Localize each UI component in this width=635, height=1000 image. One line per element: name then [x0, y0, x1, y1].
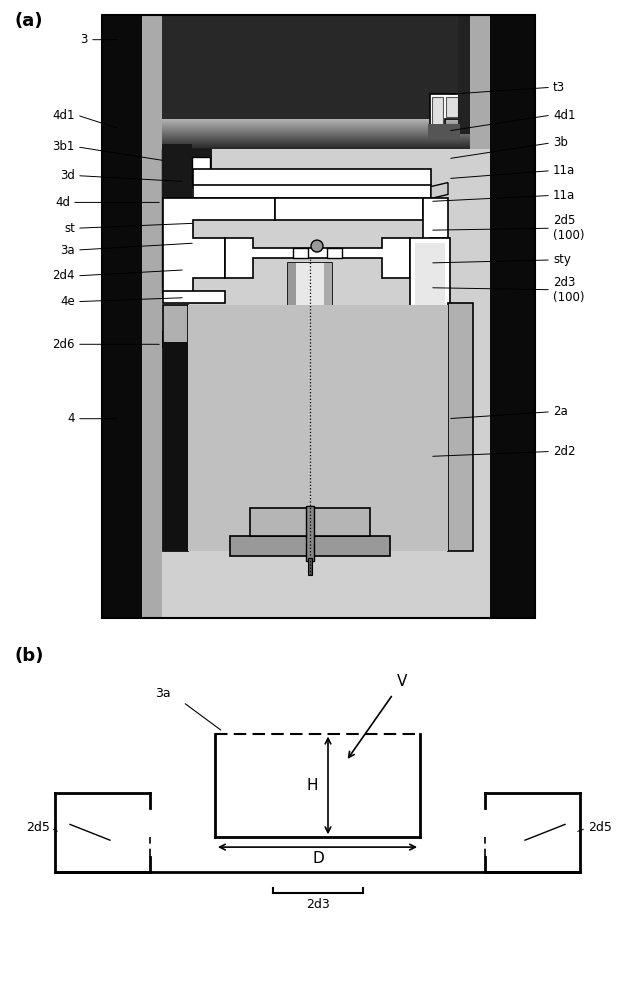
- Bar: [193, 185, 431, 198]
- Bar: [188, 305, 448, 551]
- Text: (a): (a): [14, 12, 43, 30]
- Bar: [162, 144, 192, 293]
- Polygon shape: [163, 198, 275, 298]
- Bar: [192, 159, 210, 171]
- Bar: [102, 15, 535, 119]
- Bar: [292, 263, 328, 407]
- Text: st: st: [64, 222, 75, 235]
- Circle shape: [311, 240, 323, 252]
- Text: V: V: [397, 674, 408, 689]
- Text: 2d2: 2d2: [553, 445, 575, 458]
- Text: 3b1: 3b1: [53, 140, 75, 153]
- Bar: [470, 15, 490, 618]
- Bar: [448, 303, 473, 551]
- Text: sty: sty: [553, 253, 571, 266]
- Text: 4d1: 4d1: [553, 109, 575, 122]
- Bar: [230, 536, 390, 556]
- Text: 2d3
(100): 2d3 (100): [553, 276, 584, 304]
- Text: 3: 3: [81, 33, 88, 46]
- Text: 3b: 3b: [553, 136, 568, 149]
- Text: 4d1: 4d1: [53, 109, 75, 122]
- Bar: [410, 238, 450, 327]
- Text: D: D: [312, 851, 324, 866]
- Bar: [192, 157, 210, 179]
- Text: 3a: 3a: [156, 687, 171, 700]
- Bar: [102, 15, 142, 618]
- Text: 2d5
(100): 2d5 (100): [553, 214, 584, 242]
- Polygon shape: [431, 183, 448, 198]
- Bar: [327, 248, 342, 258]
- Polygon shape: [423, 198, 448, 278]
- Bar: [490, 15, 535, 618]
- Bar: [102, 15, 535, 618]
- Bar: [250, 508, 370, 536]
- Polygon shape: [162, 149, 210, 293]
- Bar: [193, 169, 431, 187]
- Text: 11a: 11a: [553, 189, 575, 202]
- Text: 3d: 3d: [60, 169, 75, 182]
- Bar: [288, 263, 296, 407]
- Bar: [163, 342, 188, 551]
- Bar: [275, 198, 423, 220]
- Bar: [163, 332, 225, 347]
- Bar: [446, 97, 458, 117]
- Text: 2a: 2a: [553, 405, 568, 418]
- Text: 2d5: 2d5: [26, 821, 50, 834]
- Bar: [428, 124, 460, 139]
- Text: t3: t3: [553, 81, 565, 94]
- Bar: [162, 288, 192, 293]
- Text: H: H: [306, 778, 318, 793]
- Text: 3a: 3a: [60, 244, 75, 257]
- Bar: [163, 305, 188, 551]
- Text: 2d5: 2d5: [588, 821, 612, 834]
- Text: 2d6: 2d6: [53, 338, 75, 351]
- Polygon shape: [235, 412, 385, 513]
- Bar: [192, 174, 197, 184]
- Bar: [102, 15, 535, 618]
- Bar: [324, 263, 332, 407]
- Bar: [458, 15, 470, 134]
- Bar: [432, 97, 443, 127]
- Bar: [288, 263, 332, 407]
- Bar: [162, 149, 212, 171]
- Bar: [306, 506, 314, 561]
- Polygon shape: [255, 415, 365, 491]
- Text: 4e: 4e: [60, 295, 75, 308]
- Text: 11a: 11a: [553, 164, 575, 177]
- Bar: [293, 248, 308, 258]
- Polygon shape: [225, 238, 410, 278]
- Text: 4: 4: [67, 412, 75, 425]
- Text: 2d4: 2d4: [53, 269, 75, 282]
- Bar: [162, 149, 490, 618]
- Text: (b): (b): [14, 647, 43, 665]
- Bar: [142, 15, 162, 618]
- Text: 4d: 4d: [55, 196, 70, 209]
- Polygon shape: [430, 94, 460, 129]
- Bar: [415, 243, 445, 322]
- Bar: [308, 558, 312, 575]
- Text: 2d3: 2d3: [306, 898, 330, 911]
- Bar: [163, 291, 225, 303]
